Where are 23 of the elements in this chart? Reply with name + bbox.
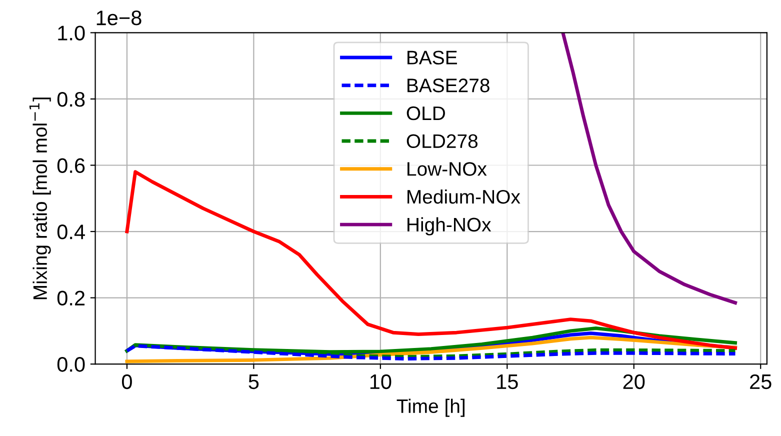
legend-label: Low-NOx bbox=[408, 162, 487, 176]
x-tick-label: 0 bbox=[122, 374, 132, 390]
legend-label: High-NOx bbox=[408, 217, 492, 236]
legend-label: BASE bbox=[408, 50, 457, 64]
y-tick-label: 0.8 bbox=[57, 92, 85, 107]
legend-label: Medium-NOx bbox=[408, 189, 520, 204]
y-tick-label: 0.6 bbox=[57, 158, 85, 173]
x-tick-label: 5 bbox=[248, 374, 259, 390]
text: 1e−8 bbox=[96, 10, 142, 26]
y-tick-label: 0.0 bbox=[57, 357, 85, 372]
legend-label: BASE278 bbox=[408, 78, 490, 92]
y-tick-label: 1.0 bbox=[58, 26, 85, 40]
legend-label: OLD278 bbox=[406, 134, 478, 148]
x-tick-label: 25 bbox=[750, 374, 772, 390]
y-tick-label: 0.4 bbox=[57, 224, 85, 240]
x-tick-label: 10 bbox=[370, 374, 392, 390]
x-tick-label: 15 bbox=[497, 374, 518, 390]
x-axis-title: Time [h] bbox=[396, 398, 464, 417]
line-series bbox=[561, 32, 737, 304]
y-axis-title: Mixing ratio [mol mol$^{−1}$] bbox=[29, 98, 51, 300]
y-tick-label: 0.2 bbox=[57, 290, 85, 306]
x-tick-label: 20 bbox=[623, 374, 645, 390]
legend-label: OLD bbox=[406, 106, 445, 120]
